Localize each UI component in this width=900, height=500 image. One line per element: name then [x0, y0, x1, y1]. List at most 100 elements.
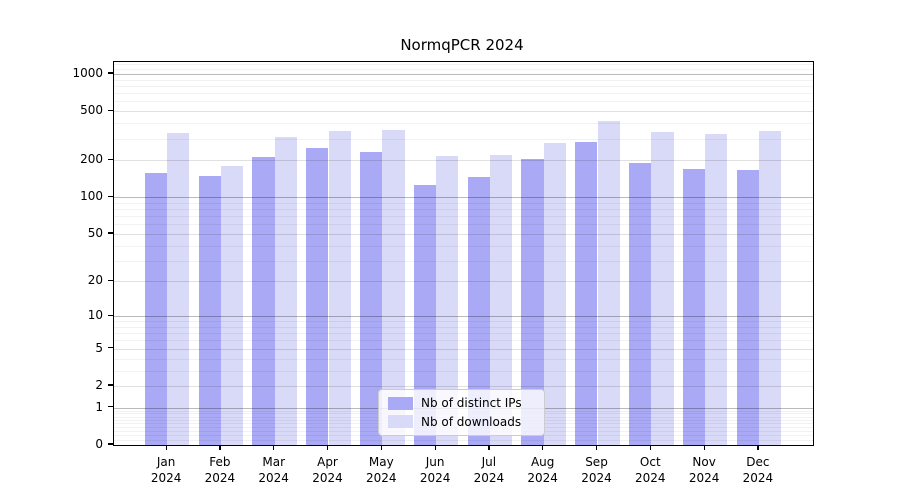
- bar-distinct-ips-dec: [736, 170, 759, 445]
- gridline-major-2: [113, 386, 813, 387]
- gridline-minor-60: [113, 224, 813, 226]
- y-tick-mark-2: [108, 384, 113, 386]
- gridline-minor-6: [113, 340, 813, 342]
- y-tick-label-200: 200: [80, 152, 103, 167]
- y-tick-label-1: 1: [95, 399, 103, 414]
- legend-swatch-downloads: [388, 415, 413, 429]
- gridline-minor-800: [113, 85, 813, 87]
- x-tick-label-month: Apr: [317, 455, 338, 469]
- bar-downloads-apr: [328, 131, 351, 445]
- y-tick-label-50: 50: [87, 225, 103, 240]
- x-tick-label-month: May: [368, 455, 394, 469]
- bar-distinct-ips-feb: [198, 175, 221, 445]
- x-tick-mark-sep: [595, 445, 598, 450]
- y-tick-mark-5: [108, 347, 113, 349]
- bar-distinct-ips-jan: [144, 173, 168, 445]
- bar-distinct-ips-jun: [413, 185, 437, 445]
- x-tick-mark-dec: [757, 445, 759, 450]
- x-tick-label-month: Jan: [156, 455, 176, 469]
- y-tick-mark-200: [108, 158, 113, 160]
- x-tick-label-year: 2024: [581, 471, 612, 485]
- x-tick-label-year: 2024: [688, 471, 720, 485]
- x-tick-label-oct: Oct 2024: [622, 454, 678, 486]
- x-tick-label-year: 2024: [366, 471, 397, 485]
- gridline-major-500: [113, 111, 813, 113]
- bar-downloads-sep: [597, 120, 620, 445]
- bar-distinct-ips-oct: [629, 163, 652, 445]
- gridline-minor-90: [113, 202, 813, 204]
- y-tick-mark-1000: [108, 72, 113, 74]
- gridline-minor-3: [113, 370, 813, 372]
- y-tick-mark-500: [108, 109, 113, 111]
- x-tick-label-year: 2024: [258, 471, 289, 485]
- x-tick-label-apr: Apr 2024: [300, 454, 356, 486]
- x-tick-label-year: 2024: [150, 471, 182, 485]
- gridline-minor-7: [113, 333, 813, 335]
- bar-downloads-dec: [758, 130, 782, 445]
- bars-layer: [114, 62, 813, 445]
- bar-downloads-feb: [220, 165, 244, 445]
- bar-distinct-ips-jul: [467, 176, 490, 445]
- y-tick-label-500: 500: [80, 103, 103, 118]
- legend-swatch-distinct-ips: [388, 396, 413, 410]
- x-tick-label-dec: Dec 2024: [730, 454, 786, 486]
- bar-distinct-ips-nov: [682, 169, 706, 445]
- x-tick-label-month: Dec: [746, 455, 770, 469]
- x-tick-label-year: 2024: [742, 471, 774, 485]
- y-tick-mark-50: [108, 232, 113, 234]
- bar-downloads-jul: [489, 154, 513, 445]
- bar-distinct-ips-mar: [252, 157, 275, 445]
- bar-distinct-ips-apr: [306, 148, 329, 445]
- y-tick-mark-1: [108, 406, 113, 408]
- grid-layer: [113, 62, 813, 445]
- gridline-major-20: [113, 281, 813, 283]
- bar-downloads-may: [382, 130, 405, 445]
- x-tick-label-year: 2024: [204, 471, 236, 485]
- y-tick-label-2: 2: [95, 378, 103, 392]
- gridline-minor-900: [113, 79, 813, 81]
- x-tick-mark-jul: [488, 445, 490, 450]
- gridline-minor-700: [113, 93, 813, 95]
- x-tick-label-nov: Nov 2024: [676, 454, 732, 486]
- bar-downloads-mar: [274, 137, 297, 445]
- gridline-major-10: [113, 316, 813, 318]
- x-tick-mark-nov: [703, 445, 705, 450]
- x-tick-label-mar: Mar 2024: [246, 454, 302, 486]
- gridline-major-50: [113, 233, 813, 235]
- x-tick-mark-feb: [219, 445, 221, 450]
- y-tick-mark-20: [108, 279, 113, 282]
- gridline-minor-40: [113, 245, 813, 247]
- gridline-minor-1200: [113, 64, 813, 66]
- x-tick-mark-jan: [165, 445, 167, 450]
- x-tick-label-sep: Sep 2024: [569, 454, 625, 486]
- legend-label-downloads: Nb of downloads: [421, 414, 522, 429]
- y-tick-mark-10: [108, 314, 113, 316]
- x-tick-mark-may: [380, 445, 382, 450]
- x-tick-mark-jun: [434, 445, 436, 450]
- gridline-major-100: [113, 197, 813, 199]
- x-tick-label-month: Oct: [639, 455, 661, 469]
- bar-distinct-ips-may: [360, 152, 383, 445]
- gridline-minor-8: [113, 327, 813, 328]
- x-tick-mark-mar: [273, 445, 275, 450]
- y-tick-label-20: 20: [87, 273, 103, 288]
- y-tick-mark-0: [108, 443, 113, 445]
- x-tick-label-month: Jul: [481, 455, 497, 469]
- gridline-major-5: [113, 348, 813, 350]
- chart-title: NormqPCR 2024: [400, 36, 524, 54]
- bar-downloads-jun: [436, 155, 459, 445]
- x-tick-label-year: 2024: [527, 471, 558, 485]
- gridline-minor-9: [113, 321, 813, 323]
- x-tick-label-month: Nov: [692, 455, 716, 469]
- gridline-minor-1100: [113, 68, 813, 70]
- legend: Nb of distinct IPs Nb of downloads: [378, 389, 545, 436]
- gridline-minor-600: [113, 101, 813, 103]
- gridline-minor-80: [113, 209, 813, 210]
- x-tick-label-feb: Feb 2024: [192, 454, 248, 486]
- y-tick-label-5: 5: [95, 340, 103, 355]
- bar-downloads-jan: [167, 132, 190, 445]
- y-tick-mark-100: [108, 195, 113, 197]
- y-tick-label-0: 0: [95, 437, 103, 451]
- x-tick-mark-oct: [649, 445, 651, 450]
